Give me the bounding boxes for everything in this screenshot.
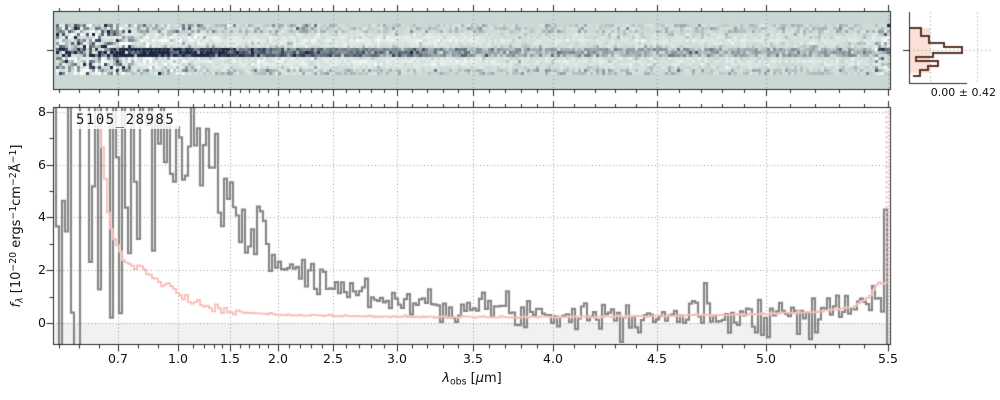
profile-stat-label: 0.00 ± 0.42 (930, 86, 996, 99)
axis-label-segment: μ (475, 371, 484, 386)
y-tick-label: 0 (38, 315, 46, 330)
x-tick-label: 2.0 (268, 351, 288, 366)
y-tick-label: 4 (38, 209, 46, 225)
x-tick-label: 5.5 (878, 351, 898, 366)
x-tick-label: 1.0 (168, 351, 188, 366)
object-id-label: 5105_28985 (72, 111, 180, 129)
axis-label-segment: −2 (8, 172, 19, 187)
x-tick-label: 3.0 (387, 351, 407, 366)
axis-label-segment: m] (483, 371, 502, 386)
x-axis-label: λobs [μm] (392, 371, 552, 387)
x-tick-label: 4.5 (647, 351, 667, 366)
axis-label-segment: [ (466, 371, 476, 386)
y-tick-label: 6 (38, 156, 46, 172)
axis-label-segment: cm (9, 186, 25, 206)
axis-label-segment: λ (14, 297, 26, 303)
x-tick-label: 4.0 (543, 351, 563, 366)
axis-label-segment: ] (9, 144, 25, 150)
x-tick-label: 1.5 (220, 351, 240, 366)
axis-label-segment: λ (442, 371, 450, 386)
x-tick-label: 3.5 (463, 351, 483, 366)
y-tick-label: 2 (38, 262, 46, 278)
x-tick-label: 5.0 (756, 351, 776, 366)
y-tick-label: 8 (38, 103, 46, 119)
x-tick-label: 0.7 (108, 351, 128, 366)
y-axis-label: fλ [10−20 ergs−1cm−2Å−1] (8, 114, 26, 338)
axis-label-segment: f (9, 302, 25, 308)
axis-label-segment: obs (449, 376, 467, 388)
x-tick-label: 2.5 (323, 351, 343, 366)
